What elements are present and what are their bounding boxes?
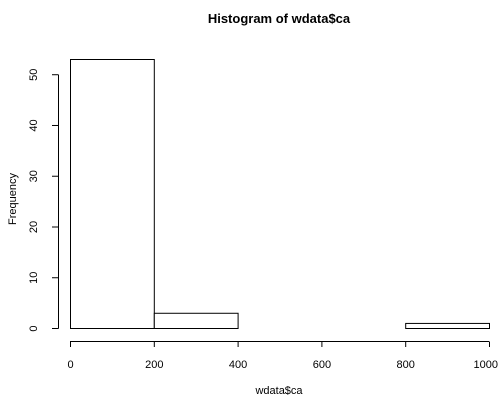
x-tick-label-2: 400 — [229, 359, 247, 371]
y-tick-label-5: 50 — [28, 69, 40, 81]
y-tick-label-2: 20 — [28, 221, 40, 233]
x-tick-label-3: 600 — [313, 359, 331, 371]
x-tick-label-0: 0 — [67, 359, 73, 371]
y-ticks: 0 10 20 30 40 50 — [28, 69, 59, 332]
histogram-bar-0 — [70, 59, 155, 329]
x-axis: 0 200 400 600 800 1000 — [67, 341, 498, 371]
x-tick-label-4: 800 — [397, 359, 415, 371]
histogram-bars — [70, 59, 491, 330]
histogram-bar-4 — [405, 322, 491, 330]
y-axis-label: Frequency — [7, 173, 19, 225]
chart-title: Histogram of wdata$ca — [208, 11, 351, 26]
y-tick-label-0: 0 — [28, 325, 40, 331]
histogram-bar-1 — [153, 312, 239, 330]
x-tick-label-5: 1000 — [474, 359, 498, 371]
y-tick-label-1: 10 — [28, 272, 40, 284]
y-tick-label-4: 40 — [28, 119, 40, 131]
x-tick-label-1: 200 — [145, 359, 163, 371]
y-axis: 0 10 20 30 40 50 — [28, 69, 59, 332]
x-axis-label: wdata$ca — [254, 385, 303, 396]
y-tick-label-3: 30 — [28, 170, 40, 182]
x-ticks: 0 200 400 600 800 1000 — [67, 341, 498, 371]
